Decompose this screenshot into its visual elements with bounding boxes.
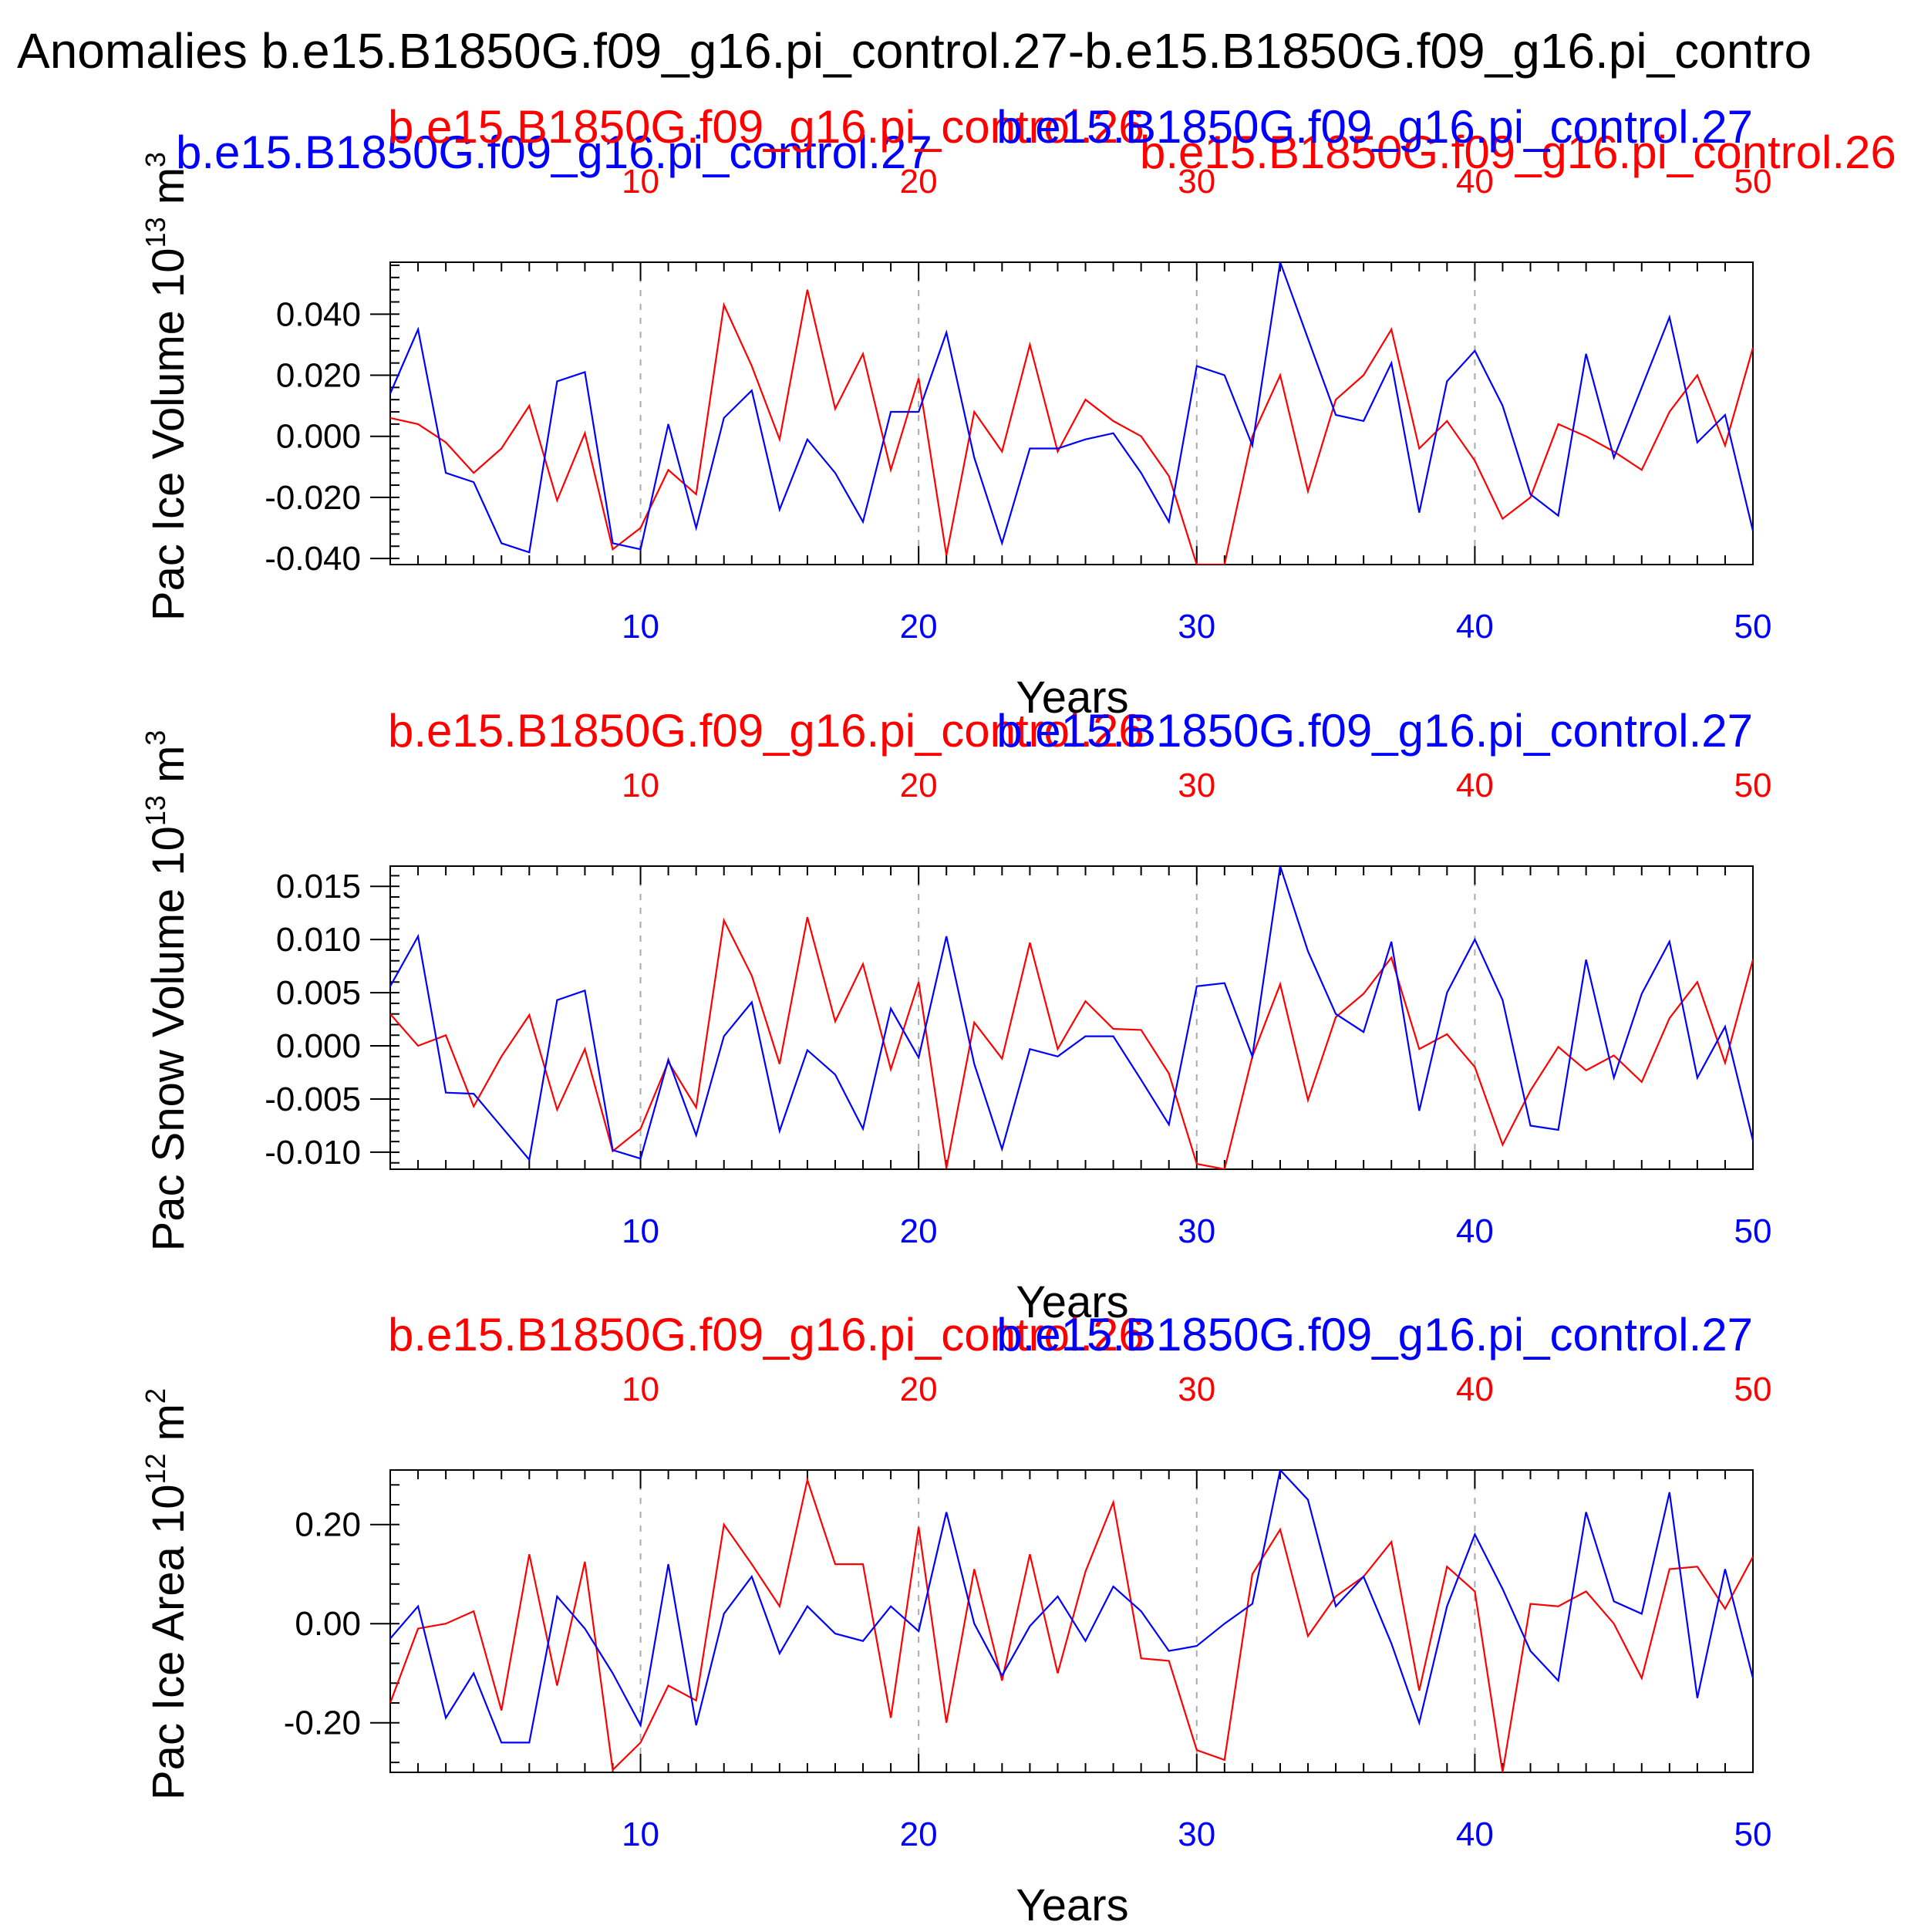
y-tick-label: 0.00 [295,1605,361,1643]
y-axis-title: Pac Snow Volume 1013 m3 [140,730,194,1252]
top-title-blue: b.e15.B1850G.f09_g16.pi_control.27 [996,1309,1753,1360]
y-axis-title-unit: m [143,1404,194,1453]
x-tick-label-top: 10 [622,1371,659,1408]
x-tick-label-top: 50 [1734,163,1772,201]
legend-blue: b.e15.B1850G.f09_g16.pi_control.27 [176,126,932,178]
y-axis-title-unit: m [143,746,194,795]
panels: -0.040 -0.020 0.000 0.020 0.040 10 10 20 20 30 30 4… [140,101,1772,1930]
y-axis-title: Pac Ice Volume 1013 m3 [140,152,194,621]
y-axis-title-main: Pac Ice Area 10 [143,1485,194,1800]
x-tick-label-bottom: 20 [900,1212,938,1250]
x-tick-label-top: 50 [1734,767,1772,804]
x-tick-label-top: 10 [622,163,659,201]
x-axis-title: Years [1016,1277,1128,1327]
plot-frame [389,1469,1754,1773]
y-tick-label: 0.040 [276,295,361,333]
y-tick-label: 0.005 [276,974,361,1012]
x-tick-label-bottom: 30 [1178,608,1215,646]
x-tick-label-bottom: 10 [622,608,659,646]
y-axis-title-unit-exponent: 3 [140,152,171,167]
panel-2: -0.010 -0.005 0.000 0.005 0.010 0.015 10 10 20 20… [140,705,1771,1327]
y-tick-label: 0.020 [276,357,361,395]
figure-title: Anomalies b.e15.B1850G.f09_g16.pi_contro… [17,23,1812,79]
x-tick-label-top: 30 [1178,1371,1215,1408]
x-tick-label-top: 40 [1456,1371,1494,1408]
y-tick-label: -0.010 [265,1134,361,1172]
plot-frame [389,261,1754,565]
y-axis-title-main: Pac Ice Volume 10 [143,248,194,621]
y-axis-title-unit-exponent: 2 [140,1388,171,1404]
y-tick-label: 0.20 [295,1506,361,1544]
y-axis-title-unit: m [143,167,194,217]
panel-3: -0.20 0.00 0.20 10 10 20 20 30 30 40 40 50 50 Years b.… [140,1309,1772,1930]
legend-red: b.e15.B1850G.f09_g16.pi_control.26 [1140,126,1896,178]
x-tick-label-top: 40 [1456,767,1494,804]
x-tick-label-bottom: 50 [1734,608,1772,646]
y-tick-label: -0.020 [265,479,361,517]
x-tick-label-top: 40 [1456,163,1494,201]
y-axis-title-exponent: 12 [140,1453,171,1484]
y-axis-title-exponent: 13 [140,217,171,248]
x-tick-label-top: 20 [900,1371,938,1408]
series-line-blue [390,1470,1753,1744]
x-axis-title: Years [1016,1880,1128,1928]
series-line-blue [390,262,1753,554]
x-tick-label-bottom: 50 [1734,1816,1772,1853]
y-axis-title: Pac Ice Area 1012 m2 [140,1388,194,1800]
series-line-blue [390,866,1753,1162]
y-axis-title-main: Pac Snow Volume 10 [143,826,194,1251]
y-tick-label: -0.005 [265,1081,361,1118]
y-tick-label: 0.000 [276,1027,361,1065]
x-tick-label-top: 20 [900,163,938,201]
x-tick-label-bottom: 40 [1456,1816,1494,1853]
x-tick-label-top: 20 [900,767,938,804]
series-line-red [390,1476,1753,1772]
x-tick-label-bottom: 10 [622,1816,659,1853]
y-axis-title-exponent: 13 [140,795,171,826]
x-tick-label-top: 50 [1734,1371,1772,1408]
x-tick-label-bottom: 30 [1178,1816,1215,1853]
x-tick-label-top: 30 [1178,767,1215,804]
x-tick-label-bottom: 40 [1456,608,1494,646]
top-title-red: b.e15.B1850G.f09_g16.pi_control.26 [388,101,1144,153]
x-tick-label-bottom: 10 [622,1212,659,1250]
series-line-red [390,916,1753,1169]
panel-1: -0.040 -0.020 0.000 0.020 0.040 10 10 20 20 30 30 4… [140,101,1771,723]
y-tick-label: 0.010 [276,921,361,959]
top-title-red: b.e15.B1850G.f09_g16.pi_control.26 [388,705,1144,757]
x-tick-label-top: 30 [1178,163,1215,201]
x-tick-label-bottom: 20 [900,1816,938,1853]
top-title-red: b.e15.B1850G.f09_g16.pi_control.26 [388,1309,1144,1360]
plot-frame [389,865,1754,1170]
top-title-blue: b.e15.B1850G.f09_g16.pi_control.27 [996,705,1753,757]
top-title-blue: b.e15.B1850G.f09_g16.pi_control.27 [996,101,1753,153]
x-tick-label-top: 10 [622,767,659,804]
y-tick-label: -0.040 [265,540,361,578]
y-axis-title-unit-exponent: 3 [140,730,171,746]
x-tick-label-bottom: 20 [900,608,938,646]
y-tick-label: -0.20 [284,1704,361,1742]
x-axis-title: Years [1016,673,1128,723]
x-tick-label-bottom: 50 [1734,1212,1772,1250]
series-line-red [390,289,1753,565]
x-tick-label-bottom: 30 [1178,1212,1215,1250]
x-tick-label-bottom: 40 [1456,1212,1494,1250]
y-tick-label: 0.000 [276,418,361,456]
y-tick-label: 0.015 [276,868,361,905]
